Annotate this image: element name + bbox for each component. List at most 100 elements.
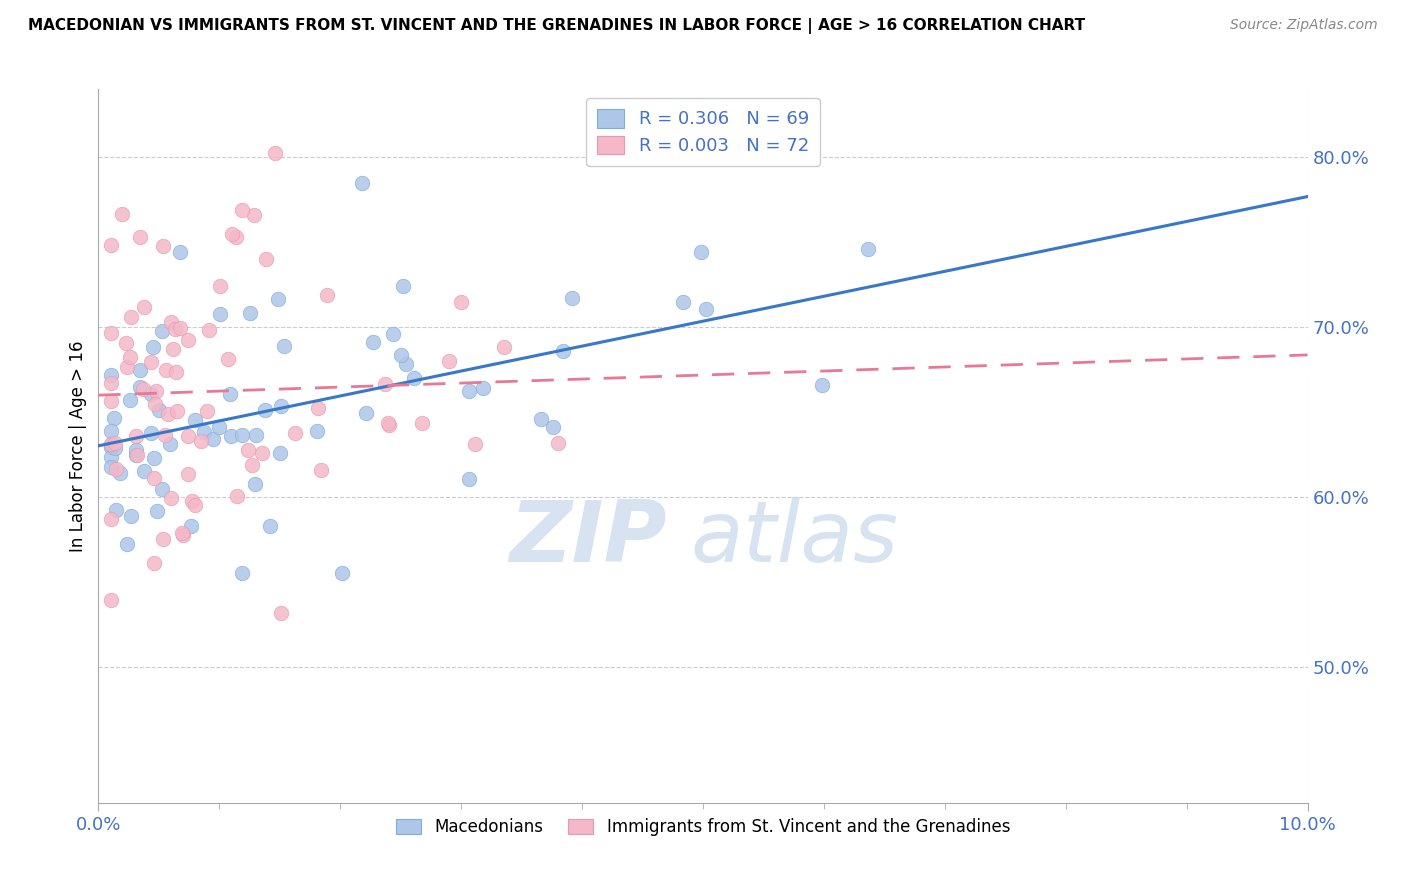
- Point: [166, 404, 188, 418]
- Point: [100, 512, 122, 526]
- Point: [132, 464, 155, 478]
- Point: [125, 429, 148, 443]
- Point: [269, 446, 291, 460]
- Point: [243, 477, 266, 491]
- Point: [160, 315, 183, 329]
- Point: [104, 461, 127, 475]
- Point: [374, 377, 396, 392]
- Point: [177, 429, 200, 443]
- Point: [150, 482, 173, 496]
- Point: [145, 384, 167, 398]
- Point: [143, 450, 166, 465]
- Point: [132, 382, 155, 396]
- Point: [695, 302, 717, 317]
- Point: [152, 533, 174, 547]
- Point: [100, 425, 122, 439]
- Point: [157, 407, 180, 421]
- Point: [152, 238, 174, 252]
- Point: [245, 428, 267, 442]
- Point: [208, 420, 231, 434]
- Point: [547, 435, 569, 450]
- Point: [163, 322, 186, 336]
- Point: [195, 404, 218, 418]
- Point: [162, 343, 184, 357]
- Point: [100, 592, 122, 607]
- Point: [120, 310, 142, 324]
- Point: [143, 556, 166, 570]
- Point: [100, 450, 122, 464]
- Point: [471, 381, 494, 395]
- Point: [381, 326, 404, 341]
- Point: [169, 321, 191, 335]
- Point: [160, 491, 183, 506]
- Point: [198, 323, 221, 337]
- Point: [284, 426, 307, 441]
- Point: [100, 437, 122, 451]
- Point: [492, 340, 515, 354]
- Point: [177, 334, 200, 348]
- Point: [226, 489, 249, 503]
- Legend: Macedonians, Immigrants from St. Vincent and the Grenadines: Macedonians, Immigrants from St. Vincent…: [388, 810, 1018, 845]
- Point: [108, 466, 131, 480]
- Point: [169, 245, 191, 260]
- Point: [810, 378, 832, 392]
- Point: [142, 470, 165, 484]
- Point: [142, 340, 165, 354]
- Point: [259, 519, 281, 533]
- Point: [231, 427, 253, 442]
- Point: [103, 411, 125, 425]
- Point: [181, 494, 204, 508]
- Point: [139, 387, 162, 401]
- Point: [231, 202, 253, 217]
- Point: [159, 437, 181, 451]
- Y-axis label: In Labor Force | Age > 16: In Labor Force | Age > 16: [69, 340, 87, 552]
- Point: [330, 566, 353, 581]
- Point: [561, 291, 583, 305]
- Point: [132, 300, 155, 314]
- Point: [209, 279, 232, 293]
- Point: [529, 412, 551, 426]
- Point: [177, 467, 200, 482]
- Point: [100, 440, 122, 454]
- Text: ZIP: ZIP: [509, 497, 666, 581]
- Point: [180, 518, 202, 533]
- Point: [172, 526, 194, 541]
- Point: [139, 355, 162, 369]
- Point: [221, 227, 243, 241]
- Point: [217, 352, 239, 367]
- Point: [100, 459, 122, 474]
- Point: [100, 376, 122, 391]
- Point: [117, 359, 139, 374]
- Point: [305, 424, 328, 438]
- Point: [218, 387, 240, 401]
- Point: [100, 368, 122, 382]
- Point: [125, 442, 148, 457]
- Point: [458, 384, 481, 398]
- Point: [104, 442, 127, 456]
- Point: [458, 472, 481, 486]
- Point: [270, 399, 292, 413]
- Point: [100, 394, 122, 409]
- Point: [254, 252, 277, 266]
- Point: [219, 429, 242, 443]
- Point: [145, 504, 167, 518]
- Point: [361, 335, 384, 350]
- Point: [141, 426, 163, 441]
- Point: [240, 458, 263, 473]
- Point: [551, 343, 574, 358]
- Point: [690, 245, 713, 260]
- Point: [377, 416, 399, 430]
- Point: [307, 401, 329, 416]
- Point: [105, 503, 128, 517]
- Point: [125, 449, 148, 463]
- Point: [543, 419, 565, 434]
- Point: [253, 403, 276, 417]
- Point: [202, 433, 225, 447]
- Point: [354, 405, 377, 419]
- Point: [148, 403, 170, 417]
- Point: [270, 606, 292, 620]
- Point: [115, 335, 138, 350]
- Point: [225, 230, 247, 244]
- Text: atlas: atlas: [690, 497, 898, 581]
- Point: [439, 354, 461, 368]
